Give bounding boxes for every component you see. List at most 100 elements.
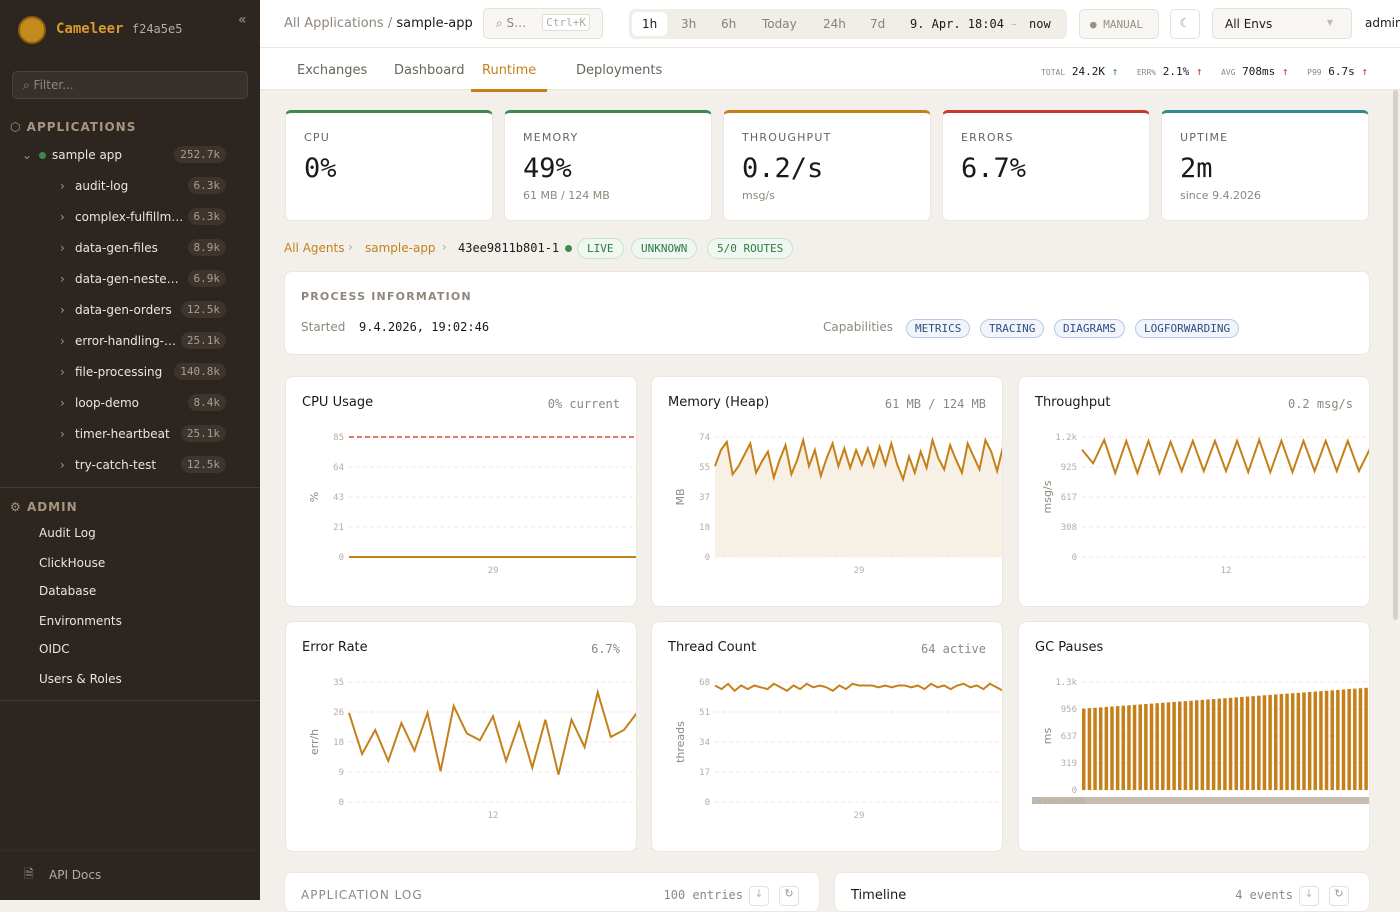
sidebar-app-item[interactable]: › data-gen-neste… 6.9k [0,266,260,294]
applications-section[interactable]: ⬡ APPLICATIONS [10,120,137,134]
crumb-all-agents[interactable]: All Agents [284,241,345,255]
sidebar-admin-item[interactable]: ClickHouse [39,556,106,570]
y-axis-label: err/h [308,729,321,755]
kpi-strip: TOTAL 24.2K ↑ ERR% 2.1% ↑ AVG 708ms ↑ P9… [1029,65,1368,78]
panel-title: Timeline [851,888,907,903]
scroll-down-icon[interactable]: ↓ [749,886,769,906]
refresh-icon[interactable]: ↻ [779,886,799,906]
gc-bar [1302,692,1306,790]
crumb-app[interactable]: sample-app [365,241,436,255]
y-tick-label: 17 [699,768,710,778]
stat-value: 2m [1180,153,1213,184]
gc-bar [1211,699,1216,790]
x-tick-label: 12 [1221,566,1232,576]
range-7d[interactable]: 7d [870,17,886,31]
api-docs-link[interactable]: API Docs [49,868,102,882]
sidebar-app-item[interactable]: › data-gen-orders 12.5k [0,297,260,325]
y-tick-label: 1.3k [1055,678,1077,688]
range-1h[interactable]: 1h [632,12,668,36]
gc-bar [1178,701,1182,790]
chart-title: Memory (Heap) [668,395,770,410]
x-tick-label: 12 [488,811,499,821]
gc-bar [1200,699,1205,790]
top-bar: All Applications / sample-app ⌕ S… Ctrl+K… [260,0,1400,48]
collapse-sidebar-icon[interactable]: « [238,12,247,28]
tab-runtime[interactable]: Runtime [471,63,548,92]
document-icon: 🗎 [24,867,34,881]
gc-bar [1330,690,1334,790]
tab-exchanges[interactable]: Exchanges [297,63,368,78]
scrollbar[interactable] [1393,90,1398,620]
stat-card: ERRORS 6.7% [942,110,1150,221]
brand: Cameleer f24a5e5 [56,21,182,37]
user-menu[interactable]: admin [1365,16,1400,30]
range-dash: – [1011,17,1017,31]
chart-current: 6.7% [591,642,620,656]
gc-bar [1313,691,1318,790]
sidebar-app-item[interactable]: › file-processing 140.8k [0,359,260,387]
y-tick-label: 18 [333,738,344,748]
env-value: All Envs [1225,17,1273,31]
sidebar-admin-item[interactable]: Users & Roles [39,672,122,686]
environment-select[interactable]: All Envs ▼ [1212,8,1352,39]
gc-bar [1353,688,1357,790]
admin-section[interactable]: ⚙ ADMIN [10,500,78,514]
chevron-right-icon: › [60,396,65,410]
sidebar-app-item[interactable]: › timer-heartbeat 25.1k [0,421,260,449]
x-tick-label: 29 [488,566,499,576]
y-tick-label: 37 [699,493,710,503]
search-button[interactable]: ⌕ S… Ctrl+K [483,8,603,39]
sidebar-admin-item[interactable]: Audit Log [39,526,96,540]
app-count: 6.3k [187,177,226,194]
y-tick-label: 21 [333,523,344,533]
sidebar-app-item[interactable]: › error-handling-… 25.1k [0,328,260,356]
sidebar-admin-item[interactable]: Database [39,584,97,598]
refresh-mode-button[interactable]: ● MANUAL [1079,9,1159,39]
app-name: try-catch-test [75,458,157,472]
sidebar-app-item[interactable]: › try-catch-test 12.5k [0,452,260,480]
gc-bar [1257,695,1261,790]
sidebar-app-item[interactable]: › data-gen-files 8.9k [0,235,260,263]
chart-card: Error Rate 6.7% 35 26 18 9 0 err/h 12 [285,621,637,852]
app-count: 25.1k [180,332,226,349]
range-6h[interactable]: 6h [721,17,737,31]
sidebar-app-item[interactable]: › complex-fulfillm… 6.3k [0,204,260,232]
moon-icon[interactable]: ☾ [1170,9,1200,39]
tab-dashboard[interactable]: Dashboard [394,63,465,78]
range-from[interactable]: 9. Apr. 18:04 [910,17,1004,31]
sidebar-admin-item[interactable]: Environments [39,614,122,628]
app-name: file-processing [75,365,163,379]
y-tick-label: 637 [1061,732,1077,742]
arrow-up-icon: ↑ [1111,65,1119,78]
tab-deployments[interactable]: Deployments [576,63,663,78]
y-tick-label: 308 [1061,523,1077,533]
y-tick-label: 55 [699,463,710,473]
kpi-total: 24.2K [1071,65,1105,78]
sidebar: Cameleer f24a5e5 « ⌕ Filter... ⬡ APPLICA… [0,0,260,900]
chevron-right-icon: › [348,240,353,254]
refresh-icon[interactable]: ↻ [1329,886,1349,906]
scroll-down-icon[interactable]: ↓ [1299,886,1319,906]
crumb-current: sample-app [396,16,473,31]
sidebar-app-item[interactable]: › loop-demo 8.4k [0,390,260,418]
sidebar-app-item[interactable]: › audit-log 6.3k [0,173,260,201]
kpi-total-label: TOTAL [1041,68,1066,77]
crumb-separator: / [387,16,393,31]
sidebar-admin-item[interactable]: OIDC [39,642,70,656]
range-to[interactable]: now [1029,17,1051,31]
app-name: loop-demo [75,396,139,410]
sidebar-app-sample-app[interactable]: ⌄ sample app 252.7k [0,142,260,170]
filter-input[interactable]: ⌕ Filter... [12,71,248,99]
crumb-all-applications[interactable]: All Applications [284,16,384,31]
y-tick-label: 1.2k [1055,433,1077,443]
range-today[interactable]: Today [762,17,797,31]
range-24h[interactable]: 24h [823,17,846,31]
stat-value: 6.7% [961,153,1027,184]
gc-bar [1336,689,1340,790]
stat-label: UPTIME [1180,131,1229,144]
chart-plot: 68 51 34 17 0 threads 29 [674,678,1002,821]
series-line [714,682,1002,693]
y-tick-label: 0 [339,553,344,563]
arrow-up-icon: ↑ [1281,65,1289,78]
range-3h[interactable]: 3h [681,17,697,31]
